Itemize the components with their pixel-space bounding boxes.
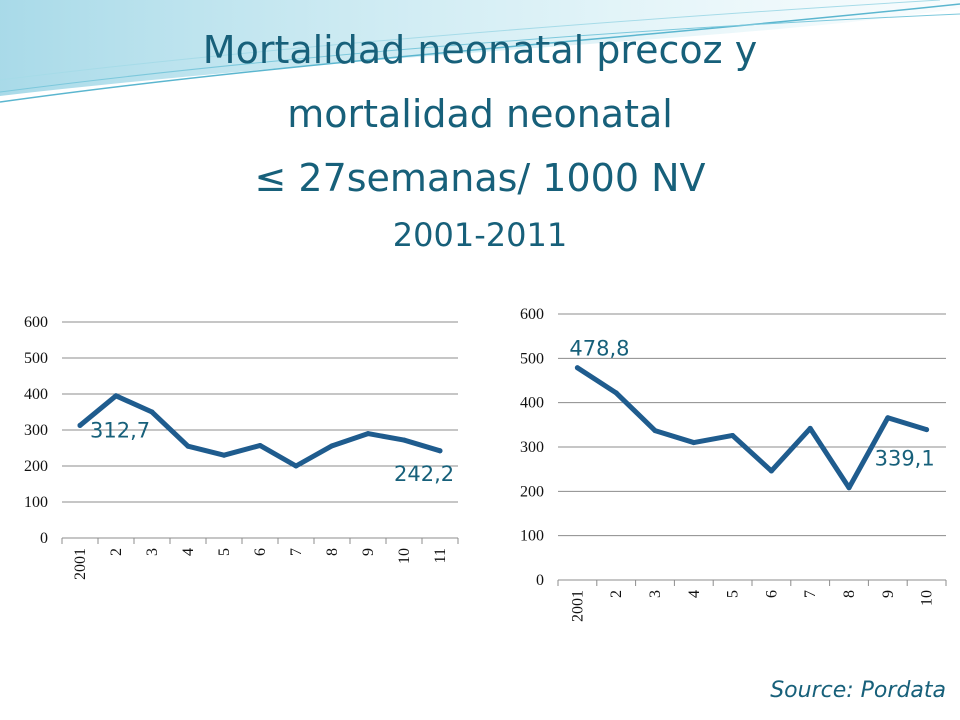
- left-data-point: [365, 431, 371, 437]
- right-data-point: [691, 440, 697, 446]
- right-y-tick-label: 100: [520, 528, 544, 545]
- left-y-tick-label: 200: [24, 458, 48, 475]
- right-data-point: [730, 432, 736, 438]
- right-y-tick-label: 600: [520, 306, 544, 323]
- right-x-tick-label: 9: [880, 590, 897, 598]
- title-line-3: ≤ 27semanas/ 1000 NV: [254, 156, 706, 200]
- right-x-tick-label: 8: [841, 590, 858, 598]
- left-data-label: 312,7: [90, 418, 150, 442]
- left-data-point: [185, 443, 191, 449]
- left-x-tick-label: 8: [324, 548, 341, 556]
- left-data-point: [437, 448, 443, 454]
- right-series-line: [574, 365, 930, 491]
- left-data-point: [329, 443, 335, 449]
- left-data-point: [221, 452, 227, 458]
- right-x-tick-label: 2001: [569, 590, 586, 622]
- right-data-point: [613, 390, 619, 396]
- right-y-tick-label: 400: [520, 395, 544, 412]
- left-y-tick-label: 400: [24, 386, 48, 403]
- left-data-label: 242,2: [394, 462, 454, 486]
- right-data-point: [574, 365, 580, 371]
- left-x-tick-label: 5: [216, 548, 233, 556]
- right-x-tick-label: 7: [802, 590, 819, 598]
- right-data-point: [807, 425, 813, 431]
- right-x-tick-label: 10: [919, 590, 936, 606]
- left-x-tick-label: 6: [252, 548, 269, 556]
- right-y-tick-label: 300: [520, 439, 544, 456]
- chart-left: 0 100 200 300 400 500 600 2001 2 3 4 5 6 7 8 9 10 11 312,7…: [0, 300, 470, 620]
- left-x-tick-label: 3: [144, 548, 161, 556]
- right-x-tick-label: 5: [725, 590, 742, 598]
- right-data-point: [885, 415, 891, 421]
- left-y-tick-label: 500: [24, 350, 48, 367]
- right-data-label: 339,1: [875, 447, 935, 471]
- right-x-tick-label: 3: [647, 590, 664, 598]
- right-y-tick-label: 500: [520, 350, 544, 367]
- left-y-tick-label: 0: [40, 530, 48, 547]
- chart-left-svg: 0 100 200 300 400 500 600 2001 2 3 4 5 6 7 8 9 10 11 312,7…: [24, 314, 459, 580]
- right-data-point: [846, 485, 852, 491]
- left-x-tick-label: 7: [288, 548, 305, 556]
- left-y-tick-label: 600: [24, 314, 48, 331]
- left-x-tick-label: 2001: [72, 548, 89, 580]
- right-data-point: [924, 427, 930, 433]
- right-data-label: 478,8: [569, 337, 629, 361]
- title-line-1: Mortalidad neonatal precoz y: [202, 28, 758, 72]
- right-y-tick-label: 200: [520, 483, 544, 500]
- right-x-tick-label: 2: [608, 590, 625, 598]
- title-line-2: mortalidad neonatal: [287, 92, 673, 136]
- left-x-tick-label: 2: [108, 548, 125, 556]
- left-data-point: [257, 442, 263, 448]
- left-data-point: [149, 409, 155, 415]
- left-data-point: [293, 463, 299, 469]
- right-data-point: [652, 428, 658, 434]
- left-y-tick-label: 300: [24, 422, 48, 439]
- decorative-wave-header: [0, 0, 960, 103]
- chart-right: 0 100 200 300 400 500 600 2001 2 3 4 5 6 7 8 9 10 478,8 33…: [480, 292, 950, 652]
- left-data-point: [401, 437, 407, 443]
- left-data-point: [77, 422, 83, 428]
- left-y-tick-label: 100: [24, 494, 48, 511]
- left-data-point: [113, 393, 119, 399]
- left-x-tick-label: 10: [396, 548, 413, 564]
- right-y-tick-label: 0: [536, 572, 544, 589]
- right-x-tick-label: 6: [763, 590, 780, 598]
- slide-title: Mortalidad neonatal precoz y mortalidad …: [40, 18, 920, 260]
- title-years: 2001-2011: [392, 216, 568, 254]
- left-x-tick-label: 4: [180, 548, 197, 556]
- right-data-point: [768, 468, 774, 474]
- chart-right-svg: 0 100 200 300 400 500 600 2001 2 3 4 5 6 7 8 9 10 478,8 33…: [520, 306, 947, 622]
- right-x-tick-label: 4: [686, 590, 703, 598]
- source-note: Source: Pordata: [770, 678, 946, 703]
- left-x-tick-label: 9: [360, 548, 377, 556]
- left-x-tick-label: 11: [432, 548, 449, 563]
